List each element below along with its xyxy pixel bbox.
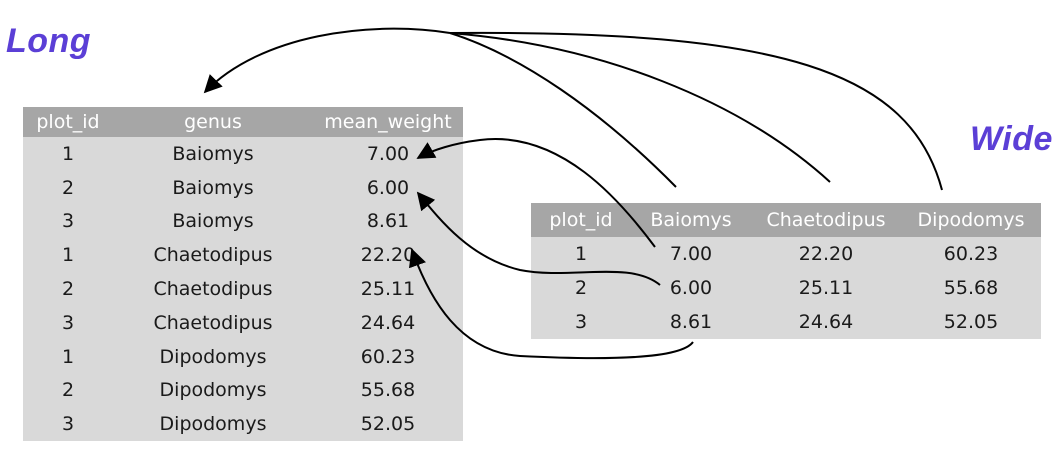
long-header-plot-id: plot_id (23, 107, 113, 137)
arrow-baiomys-header (449, 32, 677, 188)
cell-plot-id: 2 (574, 277, 588, 299)
cell-mean-weight: 7.00 (366, 142, 410, 165)
cell-dipodomys: 60.23 (943, 243, 999, 265)
table-row: 3 Baiomys 8.61 (23, 205, 463, 239)
cell-plot-id: 2 (61, 379, 75, 402)
long-format-label: Long (6, 22, 92, 60)
arrow-header-to-long (203, 27, 451, 94)
cell-genus: Dipodomys (159, 345, 267, 368)
table-row: 3 Dipodomys 52.05 (23, 407, 463, 441)
cell-genus: Chaetodipus (153, 244, 273, 267)
cell-mean-weight: 8.61 (366, 210, 410, 233)
cell-genus: Baiomys (172, 210, 254, 233)
cell-genus: Dipodomys (159, 379, 267, 402)
table-row: 2 Baiomys 6.00 (23, 171, 463, 205)
long-table-header-row: plot_id genus mean_weight (23, 107, 463, 137)
cell-mean-weight: 24.64 (360, 311, 416, 334)
cell-genus: Baiomys (172, 176, 254, 199)
cell-chaetodipus: 22.20 (798, 243, 854, 265)
long-format-table: plot_id genus mean_weight 1 Baiomys 7.00… (23, 107, 463, 442)
cell-plot-id: 3 (574, 311, 588, 333)
arrow-value-7-00 (416, 138, 656, 248)
cell-dipodomys: 52.05 (943, 311, 999, 333)
wide-header-dipodomys: Dipodomys (901, 203, 1041, 237)
wide-format-label: Wide (970, 120, 1053, 158)
cell-mean-weight: 60.23 (360, 345, 416, 368)
cell-plot-id: 3 (61, 413, 75, 436)
table-row: 1 Chaetodipus 22.20 (23, 238, 463, 272)
cell-plot-id: 3 (61, 311, 75, 334)
cell-mean-weight: 22.20 (360, 244, 416, 267)
arrow-chaetodipus-header (449, 32, 831, 183)
cell-mean-weight: 55.68 (360, 379, 416, 402)
arrow-dipodomys-header (449, 31, 943, 191)
table-row: 1 7.00 22.20 60.23 (531, 237, 1041, 271)
cell-chaetodipus: 25.11 (798, 277, 854, 299)
wide-table-header-row: plot_id Baiomys Chaetodipus Dipodomys (531, 203, 1041, 237)
wide-format-table: plot_id Baiomys Chaetodipus Dipodomys 1 … (531, 203, 1041, 339)
cell-genus: Chaetodipus (153, 278, 273, 301)
cell-dipodomys: 55.68 (943, 277, 999, 299)
cell-genus: Baiomys (172, 142, 254, 165)
cell-mean-weight: 25.11 (360, 278, 416, 301)
cell-genus: Chaetodipus (153, 311, 273, 334)
table-row: 2 Dipodomys 55.68 (23, 374, 463, 408)
arrow-value-6-00 (416, 191, 661, 286)
cell-plot-id: 1 (574, 243, 588, 265)
cell-baiomys: 7.00 (669, 243, 713, 265)
wide-header-chaetodipus: Chaetodipus (751, 203, 901, 237)
table-row: 3 Chaetodipus 24.64 (23, 306, 463, 340)
cell-baiomys: 6.00 (669, 277, 713, 299)
arrow-value-8-61 (409, 248, 694, 360)
cell-mean-weight: 52.05 (360, 413, 416, 436)
cell-mean-weight: 6.00 (366, 176, 410, 199)
cell-plot-id: 2 (61, 176, 75, 199)
long-header-mean-weight: mean_weight (313, 107, 463, 137)
wide-header-plot-id: plot_id (531, 203, 631, 237)
cell-plot-id: 2 (61, 278, 75, 301)
cell-genus: Dipodomys (159, 413, 267, 436)
table-row: 3 8.61 24.64 52.05 (531, 305, 1041, 339)
table-row: 2 Chaetodipus 25.11 (23, 272, 463, 306)
cell-plot-id: 1 (61, 142, 75, 165)
table-row: 1 Dipodomys 60.23 (23, 340, 463, 374)
cell-baiomys: 8.61 (669, 311, 713, 333)
long-header-genus: genus (113, 107, 313, 137)
wide-header-baiomys: Baiomys (631, 203, 751, 237)
cell-plot-id: 3 (61, 210, 75, 233)
cell-plot-id: 1 (61, 345, 75, 368)
table-row: 2 6.00 25.11 55.68 (531, 271, 1041, 305)
cell-plot-id: 1 (61, 244, 75, 267)
cell-chaetodipus: 24.64 (798, 311, 854, 333)
table-row: 1 Baiomys 7.00 (23, 137, 463, 171)
